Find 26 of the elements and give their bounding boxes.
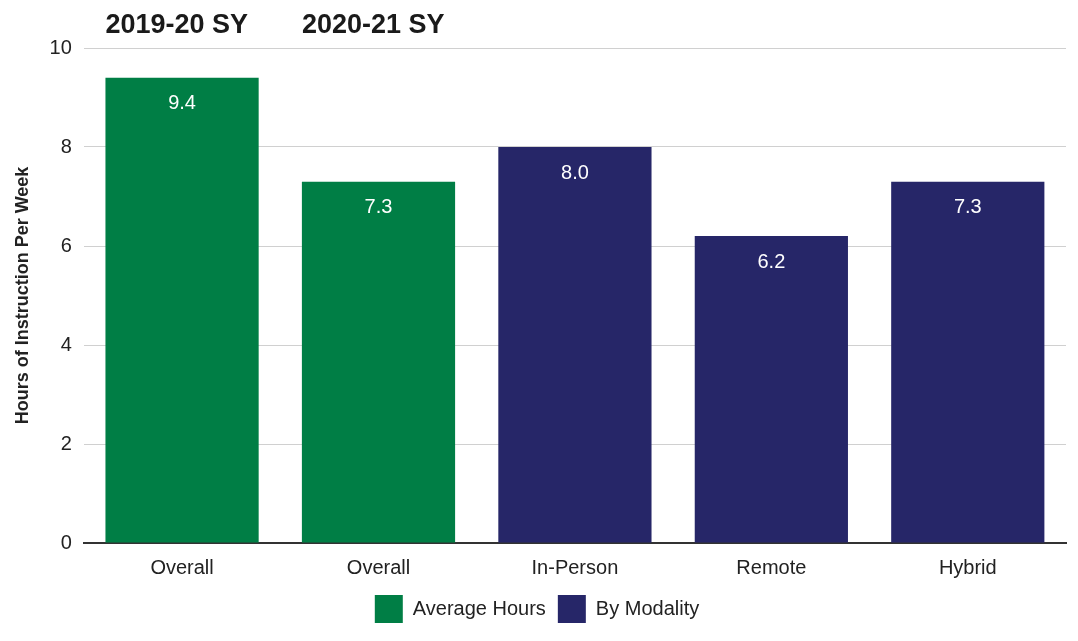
text: 2020-21 SY: [301, 8, 445, 39]
y-tick-label: 0: [60, 530, 72, 553]
data-label: 7.3: [953, 195, 982, 218]
y-axis-title: Hours of Instruction Per Week: [11, 165, 32, 425]
bar: [498, 147, 652, 543]
text: 2019-20 SY: [105, 8, 249, 39]
data-label: 9.4: [168, 91, 196, 114]
bar: [694, 236, 848, 543]
bar: [301, 181, 456, 543]
legend-label: By Modality: [595, 596, 700, 619]
x-tick-label: Overall: [150, 555, 214, 578]
x-tick-label: In-Person: [531, 555, 619, 578]
y-tick-label: 6: [60, 233, 72, 256]
data-label: 8.0: [561, 160, 589, 183]
x-tick-label: Remote: [736, 555, 807, 578]
y-tick-label: 8: [60, 134, 72, 157]
legend-label: Average Hours: [412, 596, 546, 619]
y-tick-label: 2: [60, 431, 72, 454]
x-tick-label: Hybrid: [938, 555, 997, 578]
y-tick-label: 10: [49, 35, 72, 58]
x-tick-label: Overall: [346, 555, 411, 578]
data-label: 7.3: [364, 195, 393, 218]
bar: [891, 181, 1045, 543]
bar: [105, 77, 259, 543]
data-label: 6.2: [757, 249, 786, 272]
y-tick-label: 4: [60, 332, 72, 355]
